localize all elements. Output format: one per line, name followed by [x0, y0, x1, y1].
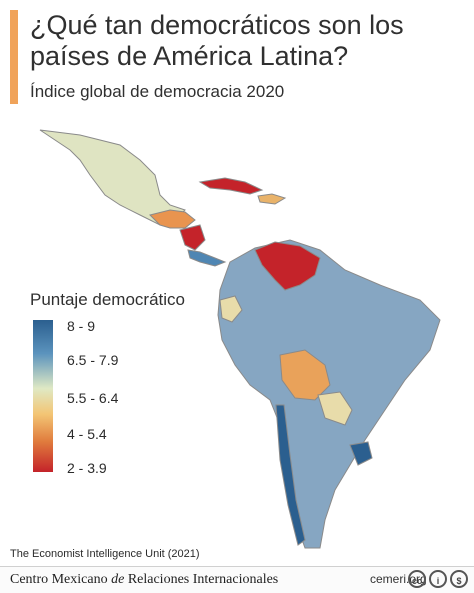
legend-label-8-9: 8 - 9	[67, 318, 96, 334]
region-chile	[275, 404, 306, 546]
page-title: ¿Qué tan democráticos son los países de …	[30, 10, 404, 71]
region-mexico	[39, 129, 186, 226]
region-bolivia	[279, 349, 331, 401]
region-uruguay	[349, 441, 373, 466]
legend-label-6-5-7-9: 6.5 - 7.9	[67, 352, 119, 368]
region-central-america-orange	[149, 209, 196, 229]
legend-color-scale	[33, 320, 53, 472]
region-paraguay	[317, 391, 353, 426]
latin-america-map	[39, 129, 441, 549]
attribution-icon: i	[429, 570, 447, 588]
legend-title: Puntaje democrático	[30, 290, 185, 309]
source-credit: The Economist Intelligence Unit (2021)	[10, 548, 200, 560]
footer: Centro Mexicano de Relaciones Internacio…	[0, 566, 474, 593]
accent-bar	[10, 10, 18, 104]
region-cuba	[198, 177, 264, 195]
region-nicaragua	[179, 224, 206, 251]
org-name: Centro Mexicano de Relaciones Internacio…	[10, 572, 279, 587]
cc-icon: cc	[408, 570, 426, 588]
legend-label-4-5-4: 4 - 5.4	[67, 426, 107, 442]
region-hispaniola	[257, 193, 287, 205]
legend-label-5-5-6-4: 5.5 - 6.4	[67, 390, 119, 406]
page-subtitle: Índice global de democracia 2020	[30, 82, 285, 101]
region-venezuela	[254, 241, 321, 291]
region-ecuador	[219, 295, 243, 323]
legend-label-2-3-9: 2 - 3.9	[67, 460, 107, 476]
region-costa-rica-panama	[187, 249, 227, 267]
noncommercial-icon: $	[450, 570, 468, 588]
